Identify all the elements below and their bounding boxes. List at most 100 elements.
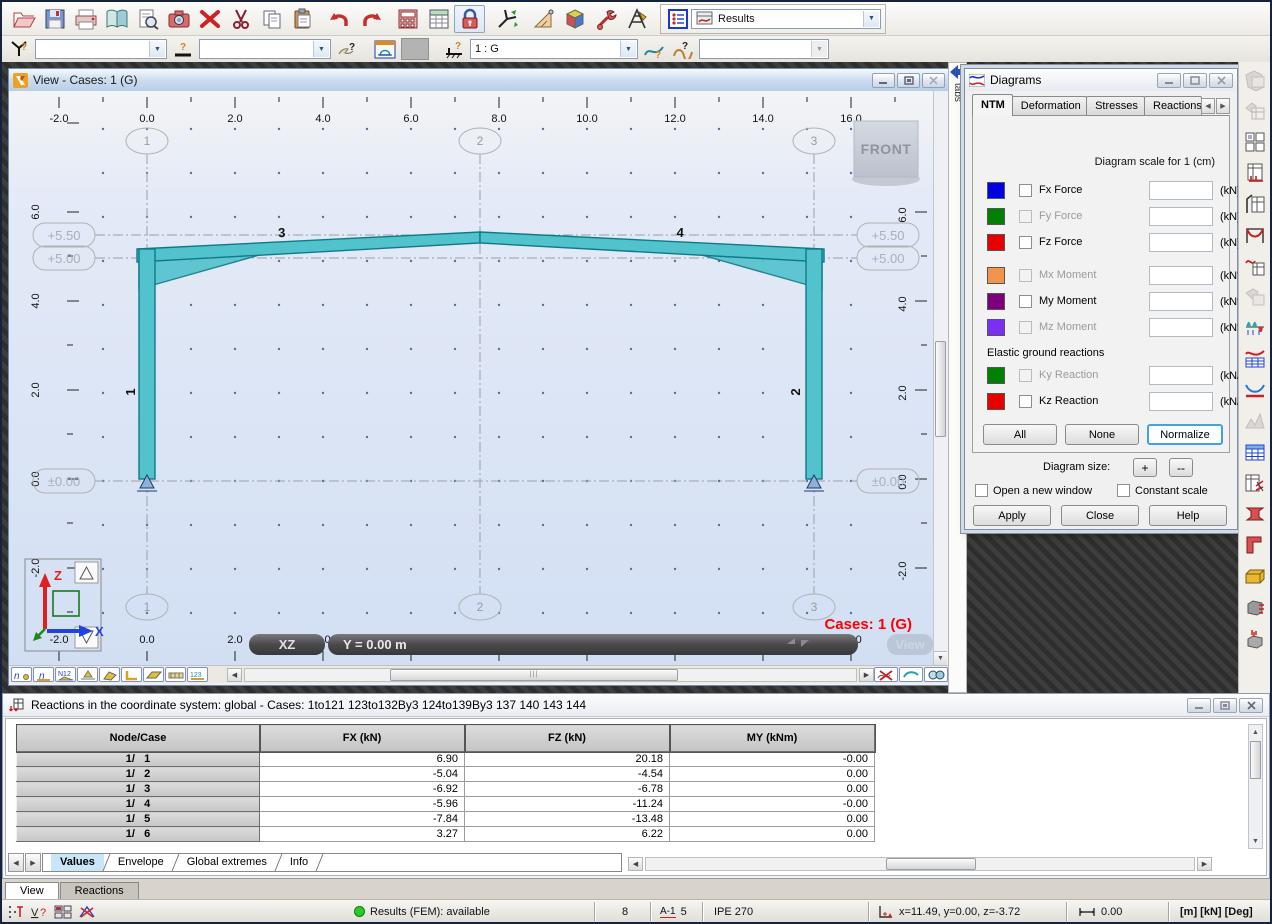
col-fz[interactable]: FZ (kN) — [463, 723, 671, 753]
results-table-button[interactable] — [1241, 437, 1269, 466]
curve-select-button[interactable]: ? — [670, 38, 696, 60]
constant-scale-option[interactable]: Constant scale — [1117, 484, 1208, 497]
diagrams-restore-button[interactable] — [1183, 72, 1207, 88]
fem-status[interactable]: Results (FEM): available — [354, 900, 490, 923]
pan-tool-button[interactable] — [899, 667, 923, 682]
reactions-vscroll-thumb[interactable] — [1250, 741, 1261, 779]
moment-diagram-button[interactable] — [1241, 220, 1269, 249]
table-row[interactable]: 1/ 3 -6.92 -6.78 0.00 — [16, 781, 875, 797]
diagram-size-minus-button[interactable]: -- — [1169, 458, 1193, 477]
structure-tool-button[interactable] — [621, 5, 652, 33]
node-select-button[interactable]: ? — [6, 38, 32, 60]
reactions-vscroll-down[interactable]: ▼ — [1252, 837, 1259, 845]
steel-connection-button[interactable] — [1241, 530, 1269, 559]
sheet-tab-left-arrow[interactable]: ◀ — [8, 853, 24, 872]
fx-force-checkbox[interactable] — [1019, 184, 1032, 197]
dropdown-arrow-icon[interactable]: ▼ — [313, 41, 329, 57]
reactions-close-button[interactable] — [1239, 697, 1263, 713]
help-button[interactable]: Help — [1149, 505, 1227, 526]
tab-deformation[interactable]: Deformation — [1011, 96, 1088, 116]
stress-map-button[interactable] — [1241, 282, 1269, 311]
close-button[interactable] — [922, 72, 945, 88]
influence-lines-button[interactable] — [1241, 406, 1269, 435]
diagrams-close-button[interactable] — [1209, 72, 1233, 88]
left-column-bar[interactable] — [138, 248, 156, 480]
right-rafter-bar[interactable] — [479, 231, 825, 263]
pointer-select-button[interactable]: ? — [334, 38, 360, 60]
vscroll-down-arrow[interactable]: ▼ — [934, 651, 947, 665]
results-layout-selector[interactable]: Results ▼ — [691, 8, 881, 29]
right-column-bar[interactable] — [805, 248, 823, 480]
color-swatch-box[interactable] — [401, 38, 429, 60]
bar-numbers-toggle[interactable]: N12 — [55, 667, 76, 682]
paste-button[interactable] — [287, 5, 318, 33]
view-window-button[interactable] — [372, 38, 398, 60]
node-numbers-toggle[interactable]: n — [11, 667, 32, 682]
hscroll-left-arrow[interactable]: ◀ — [227, 667, 242, 682]
calculations-button[interactable] — [392, 5, 423, 33]
table-row[interactable]: 1/ 2 -5.04 -4.54 0.00 — [16, 766, 875, 782]
my-scale-input[interactable] — [1149, 292, 1213, 311]
3d-view-button[interactable] — [559, 5, 590, 33]
view-window-titlebar[interactable]: View - Cases: 1 (G) — [9, 69, 949, 91]
tab-ntm[interactable]: NTM — [972, 94, 1013, 116]
tab-scroll-left[interactable]: ◀ — [1201, 98, 1215, 114]
copy-button[interactable] — [256, 5, 287, 33]
front-view-marker[interactable]: FRONT — [852, 120, 920, 186]
screen-capture-button[interactable] — [163, 5, 194, 33]
kz-scale-input[interactable] — [1149, 392, 1213, 411]
frame-structure[interactable] — [136, 231, 825, 480]
view-mode-button[interactable] — [887, 634, 933, 655]
map-table-button[interactable] — [1241, 96, 1269, 125]
col-node-case[interactable]: Node/Case — [15, 723, 261, 753]
analysis-type-button[interactable] — [491, 5, 522, 33]
layout-grid-button[interactable] — [1241, 127, 1269, 156]
reactions-titlebar[interactable]: Reactions in the coordinate system: glob… — [3, 694, 1269, 717]
table-row[interactable]: 1/ 4 -5.96 -11.24 -0.00 — [16, 796, 875, 812]
lock-results-button[interactable] — [454, 4, 485, 33]
table-row[interactable]: 1/ 6 3.27 6.22 0.00 — [16, 826, 875, 842]
save-button[interactable] — [39, 5, 70, 33]
window-tab-reactions[interactable]: Reactions — [59, 882, 139, 899]
plane-switch-button[interactable] — [249, 634, 325, 655]
reactions-hscroll-left[interactable]: ◀ — [628, 856, 643, 871]
apply-button[interactable]: Apply — [973, 505, 1051, 526]
status-section[interactable]: IPE 270 — [714, 905, 754, 918]
node-symbols-toggle[interactable]: n — [33, 667, 54, 682]
expand-tabs-arrow-icon[interactable] — [950, 65, 965, 80]
col-my[interactable]: MY (kNm) — [668, 723, 876, 753]
status-layer[interactable]: A-1 5 — [660, 900, 687, 923]
all-button[interactable]: All — [983, 424, 1057, 445]
tab-envelope[interactable]: Envelope — [117, 856, 164, 868]
reactions-vscrollbar[interactable]: ▲ ▼ — [1248, 724, 1263, 849]
dropdown-arrow-icon[interactable]: ▼ — [863, 10, 879, 27]
deflection-button[interactable] — [1241, 375, 1269, 404]
structure-viewport[interactable]: -2.0 0.0 2.0 4.0 6.0 8.0 10.0 12.0 14.0 16.0 6.04… — [9, 91, 933, 665]
tab-info[interactable]: Info — [289, 856, 309, 868]
bar-results-table-button[interactable] — [1241, 468, 1269, 497]
view-vscroll-thumb[interactable] — [935, 341, 946, 437]
values-toggle[interactable]: 123 — [187, 667, 208, 682]
case-select-button[interactable]: ? — [441, 38, 467, 60]
my-moment-checkbox[interactable] — [1019, 295, 1032, 308]
measure-button[interactable] — [528, 5, 559, 33]
diagram-size-plus-button[interactable]: + — [1133, 458, 1157, 477]
y-down-arrow-icon[interactable] — [801, 640, 809, 647]
undo-button[interactable] — [324, 5, 355, 33]
maps-button[interactable] — [1241, 65, 1269, 94]
frame-table-button[interactable] — [1241, 189, 1269, 218]
y-up-arrow-icon[interactable] — [787, 638, 795, 644]
bar-selection-input[interactable]: ▼ — [199, 39, 331, 59]
mz-scale-input[interactable] — [1149, 318, 1213, 337]
timber-design-button[interactable] — [1241, 561, 1269, 590]
object-inspector-icon[interactable]: V? — [31, 904, 49, 920]
y-position-bar[interactable] — [328, 634, 858, 655]
node-selection-input[interactable]: ▼ — [35, 39, 167, 59]
mx-scale-input[interactable] — [1149, 266, 1213, 285]
open-new-window-option[interactable]: Open a new window — [975, 484, 1092, 497]
diagram-select-button[interactable]: ? — [641, 38, 667, 60]
redo-button[interactable] — [355, 5, 386, 33]
dropdown-arrow-icon[interactable]: ▼ — [620, 41, 636, 57]
rc-column-button[interactable] — [1241, 592, 1269, 621]
